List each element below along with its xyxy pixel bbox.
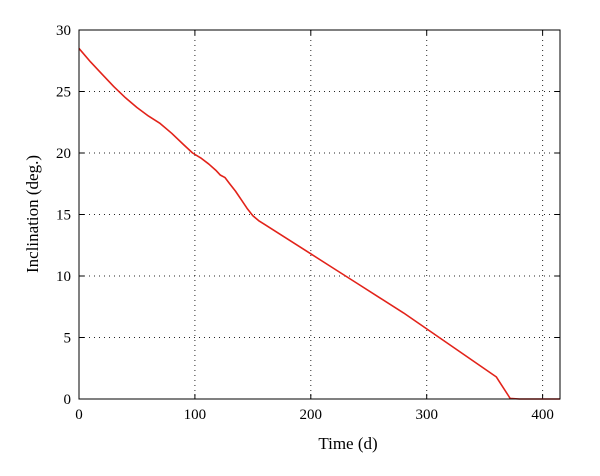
tick-labels-layer: 0 100 200 300 400 0 5 10 15 20 25 30	[56, 23, 554, 423]
y-tick-label: 10	[56, 269, 71, 285]
y-tick-label: 15	[56, 208, 71, 224]
x-tick-label: 100	[184, 407, 207, 423]
y-tick-label: 25	[56, 85, 71, 101]
grid-layer	[79, 30, 560, 399]
x-tick-label: 200	[300, 407, 323, 423]
series-layer	[78, 47, 560, 400]
y-tick-label: 20	[56, 146, 71, 162]
x-tick-label: 300	[415, 407, 438, 423]
inclination-series-line	[78, 47, 560, 400]
x-tick-label: 0	[75, 407, 83, 423]
y-tick-label: 5	[64, 331, 72, 347]
x-tick-label: 400	[531, 407, 554, 423]
y-tick-label: 30	[56, 23, 71, 39]
y-axis-label: Inclination (deg.)	[23, 155, 42, 273]
y-tick-label: 0	[64, 392, 72, 408]
plot-frame	[78, 29, 561, 400]
x-axis-label: Time (d)	[318, 434, 377, 453]
